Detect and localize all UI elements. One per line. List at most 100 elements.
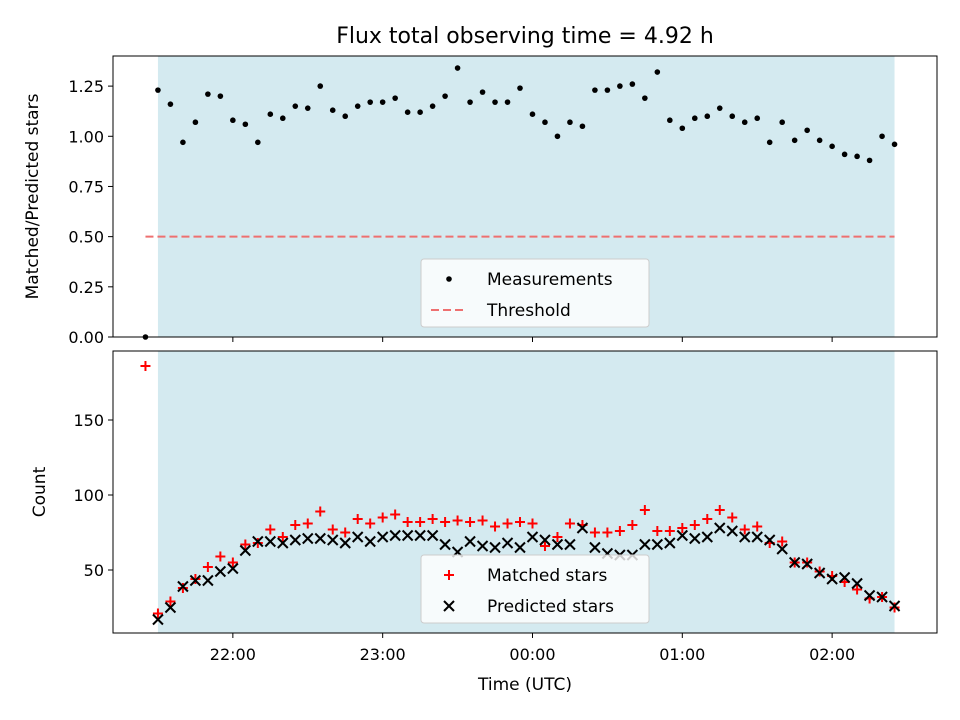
matched-stars-point <box>564 518 575 529</box>
matched-stars-point <box>302 518 313 529</box>
matched-stars-point <box>402 517 413 527</box>
predicted-stars-point <box>252 535 264 548</box>
predicted-stars-point <box>876 591 888 603</box>
measurement-point <box>729 113 736 120</box>
matched-stars-point <box>390 509 401 520</box>
predicted-stars-point <box>489 541 501 554</box>
legend-item: Predicted stars <box>443 597 614 617</box>
x-tick-label: 01:00 <box>659 645 705 664</box>
matched-stars-point <box>265 524 276 535</box>
measurement-point <box>829 143 835 150</box>
matched-stars-point <box>202 562 213 572</box>
measurement-point <box>467 99 473 105</box>
measurement-point <box>304 105 311 111</box>
predicted-stars-point <box>813 567 826 579</box>
predicted-stars-point <box>501 537 514 549</box>
predicted-stars-point <box>776 543 788 555</box>
matched-stars-point <box>277 532 288 542</box>
measurement-point <box>317 83 324 89</box>
predicted-stars-point <box>389 529 401 542</box>
predicted-stars-point <box>676 529 689 542</box>
measurement-point <box>292 103 299 109</box>
x-axis-label: Time (UTC) <box>477 675 572 695</box>
matched-stars-point <box>415 517 426 527</box>
matched-stars-point <box>777 536 788 547</box>
measurement-point <box>492 99 498 105</box>
matched-stars-point <box>240 539 251 550</box>
predicted-stars-point <box>751 531 763 543</box>
measurement-point <box>255 139 261 146</box>
measurement-point <box>579 123 586 130</box>
measurement-point <box>567 119 573 126</box>
measurement-point <box>392 95 398 101</box>
measurement-point <box>242 121 249 128</box>
predicted-stars-point <box>564 538 576 551</box>
measurement-point <box>554 133 561 140</box>
measurement-point <box>891 141 898 148</box>
legend-swatch <box>443 600 455 612</box>
measurement-point <box>592 87 598 93</box>
matched-stars-point <box>190 574 201 584</box>
matched-stars-point <box>677 523 688 533</box>
measurement-point <box>167 101 174 107</box>
predicted-stars-point <box>726 525 738 537</box>
measurement-point <box>779 119 785 126</box>
axes-frame <box>112 350 938 634</box>
legend-swatch <box>444 570 454 580</box>
predicted-stars-point <box>164 601 177 614</box>
y-axis-label: Count <box>30 466 50 517</box>
measurement-point <box>529 111 536 118</box>
predicted-stars-point <box>376 531 389 543</box>
predicted-stars-point <box>414 529 426 542</box>
predicted-stars-point <box>439 538 451 551</box>
matched-stars-point <box>152 608 163 619</box>
matched-stars-point <box>664 526 675 536</box>
measurement-point <box>691 115 698 122</box>
legend-label: Predicted stars <box>487 597 614 617</box>
matched-stars-point <box>365 518 376 529</box>
measurement-point <box>404 109 411 115</box>
measurement-point <box>879 133 885 140</box>
matched-stars-point <box>515 517 526 527</box>
predicted-stars-point <box>289 534 301 546</box>
matched-stars-point <box>440 517 451 527</box>
y-tick-label: 0.50 <box>68 228 104 247</box>
matched-stars-point <box>215 551 226 562</box>
predicted-stars-point <box>539 534 551 546</box>
measurement-point <box>329 107 336 113</box>
legend: Matched stars Predicted stars <box>420 554 650 624</box>
measurement-point <box>816 137 823 144</box>
legend-item: Matched stars <box>444 566 607 586</box>
legend-label: Measurements <box>487 270 613 290</box>
measurement-point <box>279 115 286 122</box>
measurement-point <box>192 119 199 126</box>
matched-stars-point <box>465 517 476 527</box>
predicted-stars-point <box>589 541 601 554</box>
y-tick-label: 0.00 <box>68 328 104 347</box>
matched-stars-point <box>627 520 638 530</box>
measurement-point <box>804 127 810 134</box>
measurement-point <box>604 87 611 93</box>
predicted-stars-point <box>851 577 863 590</box>
predicted-stars-point <box>801 558 813 570</box>
axes-frame <box>112 55 938 338</box>
measurement-point <box>180 139 186 146</box>
matched-stars-point <box>327 524 338 535</box>
x-tick-label: 00:00 <box>509 645 555 664</box>
measurement-point <box>667 117 673 124</box>
matched-stars-point <box>852 584 863 595</box>
predicted-stars-point <box>838 571 851 584</box>
predicted-stars-point <box>401 529 414 542</box>
measurement-point <box>517 85 523 91</box>
predicted-stars-point <box>152 613 164 626</box>
measurement-point <box>741 119 748 126</box>
matched-stars-point <box>140 361 151 371</box>
predicted-stars-point <box>826 573 838 585</box>
legend: Measurements Threshold <box>420 258 650 328</box>
measurement-point <box>230 117 236 124</box>
matched-stars-point <box>752 521 763 532</box>
predicted-stars-point <box>739 531 751 543</box>
y-tick-label: 0.25 <box>68 278 104 297</box>
matched-stars-point <box>552 532 563 542</box>
